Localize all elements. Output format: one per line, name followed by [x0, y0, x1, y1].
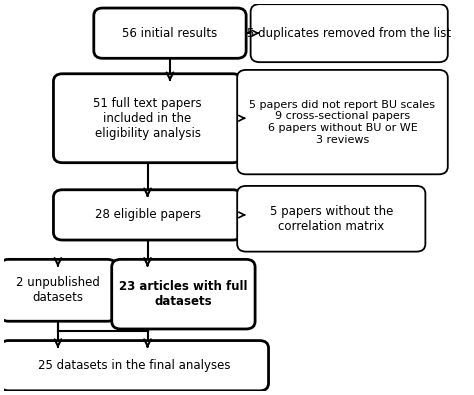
Text: 25 datasets in the final analyses: 25 datasets in the final analyses: [38, 359, 230, 372]
Text: 23 articles with full
datasets: 23 articles with full datasets: [119, 280, 247, 308]
Text: 5 papers did not report BU scales
9 cross-sectional papers
6 papers without BU o: 5 papers did not report BU scales 9 cros…: [249, 100, 436, 145]
Text: 28 eligible papers: 28 eligible papers: [94, 209, 201, 222]
FancyBboxPatch shape: [237, 186, 425, 252]
Text: 56 initial results: 56 initial results: [122, 27, 218, 40]
FancyBboxPatch shape: [251, 4, 448, 62]
FancyBboxPatch shape: [237, 70, 448, 174]
FancyBboxPatch shape: [94, 8, 246, 58]
FancyBboxPatch shape: [0, 260, 116, 321]
Text: 51 full text papers
included in the
eligibility analysis: 51 full text papers included in the elig…: [93, 97, 202, 140]
FancyBboxPatch shape: [54, 190, 242, 240]
Text: 5 duplicates removed from the list: 5 duplicates removed from the list: [247, 27, 451, 40]
FancyBboxPatch shape: [112, 260, 255, 329]
FancyBboxPatch shape: [54, 74, 242, 163]
FancyBboxPatch shape: [0, 340, 269, 391]
Text: 5 papers without the
correlation matrix: 5 papers without the correlation matrix: [270, 205, 393, 233]
Text: 2 unpublished
datasets: 2 unpublished datasets: [16, 276, 100, 304]
